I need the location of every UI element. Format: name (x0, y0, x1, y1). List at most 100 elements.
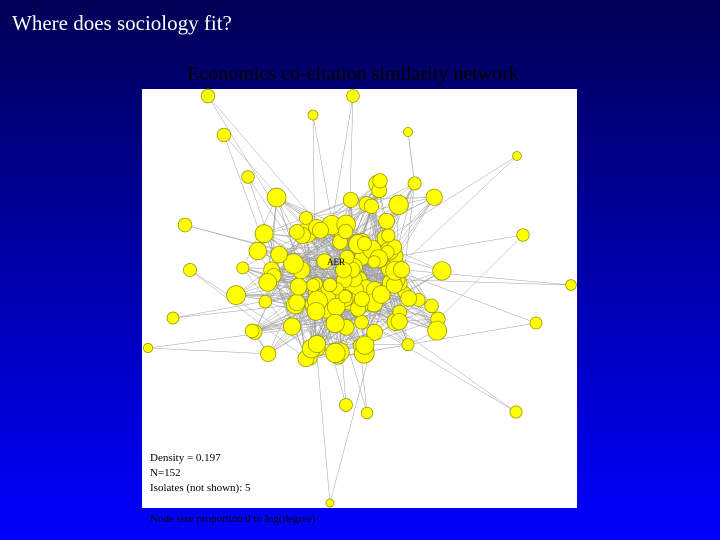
node (248, 241, 267, 261)
node (363, 198, 379, 214)
note: Isolates (not shown): 5 (150, 482, 251, 494)
note: N=152 (150, 467, 181, 479)
node (516, 228, 530, 242)
node (166, 311, 180, 325)
edge (316, 155, 518, 345)
edge (189, 269, 307, 359)
node (258, 273, 277, 292)
node (183, 263, 197, 277)
edge (385, 155, 518, 239)
node (372, 173, 388, 189)
node (288, 293, 306, 312)
node (367, 255, 381, 269)
node (401, 338, 415, 352)
slide-title: Where does sociology fit? (12, 11, 232, 35)
edge (279, 233, 341, 255)
node (427, 320, 448, 341)
node (289, 277, 308, 296)
edge (147, 347, 269, 355)
node (371, 285, 391, 304)
node (346, 89, 360, 103)
node (381, 228, 396, 243)
node (283, 253, 304, 274)
node (254, 224, 274, 244)
edge (401, 269, 572, 286)
node (509, 405, 523, 419)
node (512, 151, 522, 161)
nodes (142, 88, 577, 508)
node (226, 285, 246, 305)
node (338, 223, 354, 240)
node (355, 335, 375, 355)
node (306, 302, 326, 321)
edge (189, 269, 312, 349)
node (200, 88, 216, 104)
node (270, 245, 288, 264)
edge (242, 267, 311, 359)
edge (315, 291, 517, 413)
node (338, 289, 353, 304)
node (283, 317, 302, 336)
hub-label: AER (327, 257, 345, 267)
edge (407, 131, 415, 184)
edge (437, 234, 524, 320)
node (360, 406, 374, 420)
node (325, 313, 345, 334)
node (356, 236, 372, 252)
node (407, 176, 422, 191)
node (325, 498, 335, 508)
node (388, 194, 409, 215)
edge (302, 235, 537, 324)
node (325, 342, 346, 364)
node (316, 253, 333, 270)
node (142, 342, 154, 354)
node (299, 211, 313, 225)
edge (273, 275, 572, 286)
node (339, 398, 353, 412)
node (353, 291, 370, 308)
note: Density = 0.197 (150, 452, 221, 464)
node (312, 221, 329, 239)
node (307, 109, 319, 121)
node (432, 261, 452, 281)
node (403, 127, 413, 137)
edge (252, 291, 316, 332)
footnote: Node size proportional to log(degree) (150, 513, 316, 525)
node (366, 323, 383, 341)
edge (172, 304, 296, 319)
node (400, 290, 417, 307)
node (390, 313, 408, 331)
node (177, 217, 193, 233)
node (266, 187, 287, 208)
node (335, 261, 352, 279)
edge (305, 190, 380, 219)
subtitle: Economics co-citation similarity network (187, 63, 519, 85)
node (378, 212, 395, 230)
node (258, 294, 273, 309)
node (241, 170, 255, 184)
node (216, 127, 232, 143)
edge (394, 197, 435, 248)
node (322, 277, 338, 293)
edge (315, 347, 331, 504)
edge (359, 305, 409, 345)
node (244, 323, 260, 339)
edge (147, 323, 336, 349)
node (260, 345, 277, 362)
edge (267, 282, 339, 357)
node (565, 279, 577, 291)
node (425, 188, 443, 206)
edge (331, 95, 354, 226)
node (236, 261, 250, 275)
edge (312, 230, 321, 286)
node (306, 278, 321, 293)
node (342, 191, 359, 208)
node (424, 298, 439, 314)
node (529, 316, 543, 330)
node (354, 315, 369, 330)
node (289, 224, 305, 240)
node (392, 261, 410, 279)
edge (380, 234, 524, 260)
node (307, 335, 326, 354)
